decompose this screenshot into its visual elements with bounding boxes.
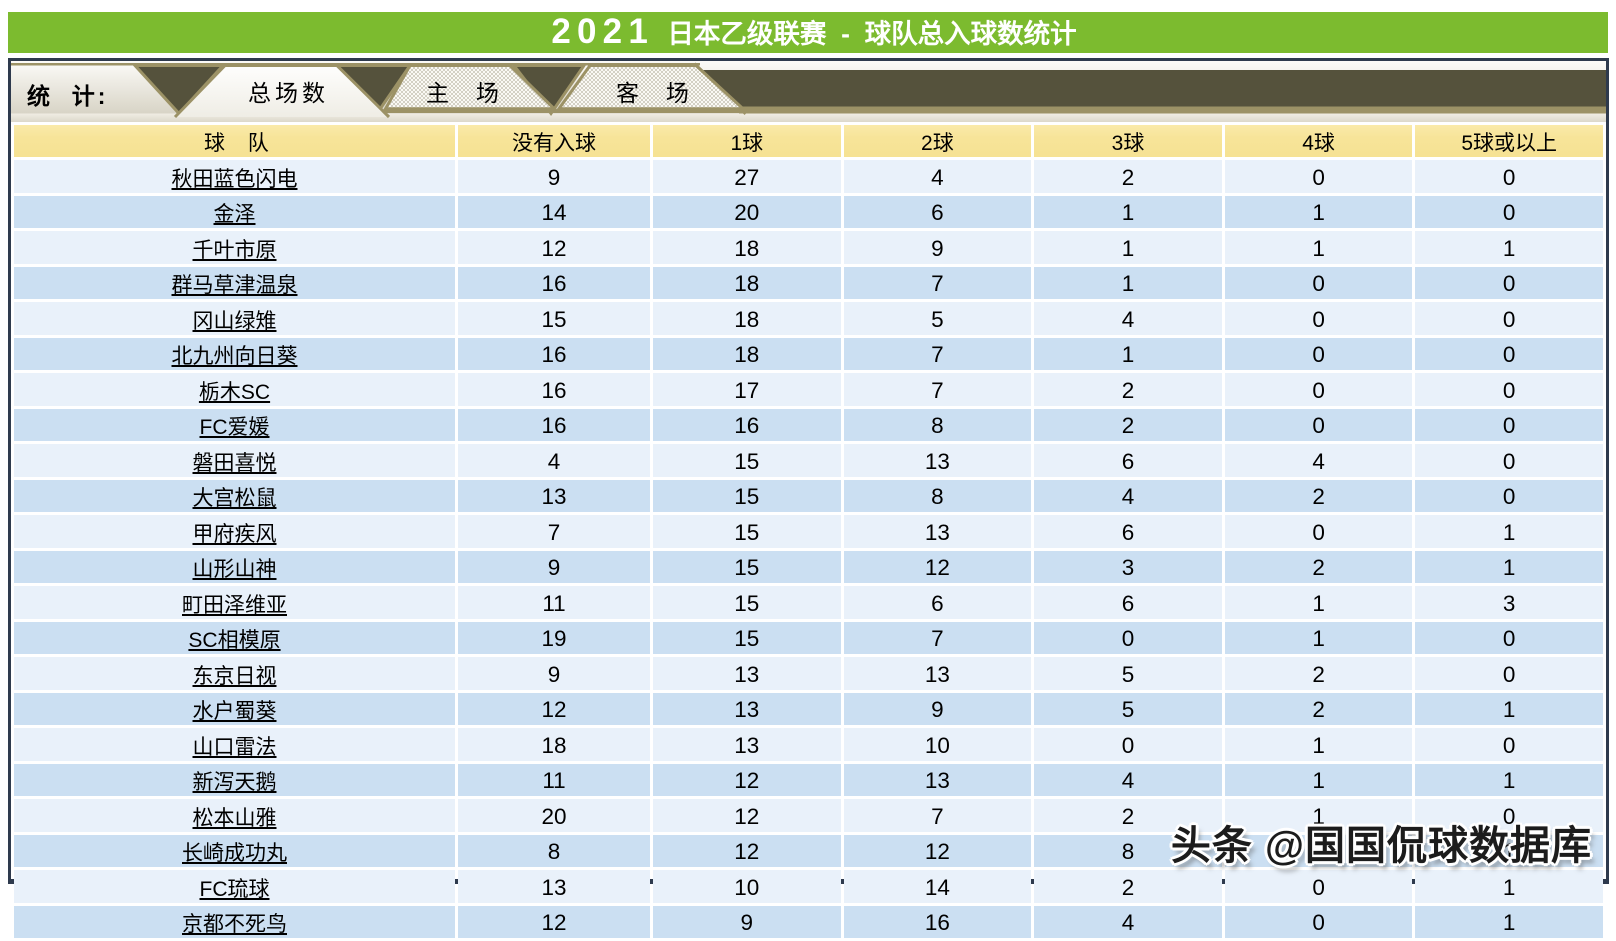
svg-text:主 场: 主 场: [426, 80, 504, 106]
svg-text:总场数: 总场数: [248, 80, 329, 106]
svg-text:统 计:: 统 计:: [27, 83, 108, 109]
svg-text:客 场: 客 场: [616, 80, 694, 106]
